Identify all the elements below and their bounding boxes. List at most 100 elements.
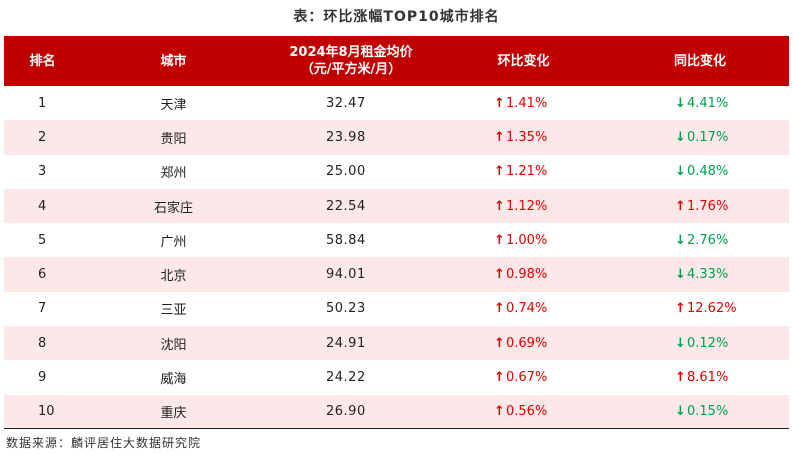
arrow-down-icon: ↓: [675, 164, 686, 180]
city-cell: 天津: [160, 97, 187, 113]
mom-change-value: 0.69%: [506, 335, 548, 351]
arrow-up-icon: ↑: [675, 198, 686, 214]
header-city: 城市: [160, 53, 187, 69]
city-ranking-table: 排名 城市 2024年8月租金均价 （元/平方米/月） 环比变化 同比变化 1 天…: [4, 36, 789, 429]
arrow-up-icon: ↑: [494, 335, 505, 351]
table-row: 7 三亚 50.23 ↑0.74% ↑12.62%: [4, 292, 789, 326]
yoy-change-cell: ↑8.61%: [611, 360, 789, 394]
arrow-down-icon: ↓: [675, 335, 686, 351]
arrow-up-icon: ↑: [494, 404, 505, 420]
mom-change-value: 0.67%: [506, 370, 548, 386]
header-price: 2024年8月租金均价 （元/平方米/月）: [266, 36, 436, 86]
mom-change-cell: ↑0.69%: [436, 326, 611, 360]
table-header-row: 排名 城市 2024年8月租金均价 （元/平方米/月） 环比变化 同比变化: [4, 36, 789, 86]
arrow-up-icon: ↑: [494, 164, 505, 180]
table-row: 10 重庆 26.90 ↑0.56% ↓0.15%: [4, 394, 789, 429]
price-cell: 94.01: [326, 267, 366, 283]
arrow-up-icon: ↑: [494, 198, 505, 214]
mom-change-value: 0.74%: [506, 301, 548, 317]
mom-change-cell: ↑1.00%: [436, 223, 611, 257]
header-price-line2: （元/平方米/月）: [300, 62, 402, 77]
price-cell: 25.00: [326, 164, 366, 180]
city-cell: 北京: [160, 269, 187, 285]
table-row: 9 威海 24.22 ↑0.67% ↑8.61%: [4, 360, 789, 394]
yoy-change-cell: ↑1.76%: [611, 189, 789, 223]
mom-change-value: 1.35%: [506, 129, 548, 145]
table-row: 2 贵阳 23.98 ↑1.35% ↓0.17%: [4, 120, 789, 155]
city-cell: 重庆: [160, 406, 187, 422]
table-row: 4 石家庄 22.54 ↑1.12% ↑1.76%: [4, 188, 789, 224]
price-cell: 32.47: [326, 95, 366, 111]
yoy-change-cell: ↓0.15%: [611, 395, 789, 429]
mom-change-value: 1.21%: [506, 164, 548, 180]
table-row: 1 天津 32.47 ↑1.41% ↓4.41%: [4, 86, 789, 120]
mom-change-cell: ↑1.41%: [436, 86, 611, 120]
table-body: 1 天津 32.47 ↑1.41% ↓4.41% 2 贵阳 23.98 ↑1.35% ↓0.17%…: [4, 86, 789, 429]
yoy-change-value: 4.41%: [687, 95, 729, 111]
mom-change-cell: ↑1.35%: [436, 120, 611, 154]
arrow-down-icon: ↓: [675, 232, 686, 248]
yoy-change-value: 0.48%: [687, 164, 729, 180]
table-row: 8 沈阳 24.91 ↑0.69% ↓0.12%: [4, 326, 789, 361]
arrow-up-icon: ↑: [494, 95, 505, 111]
price-cell: 50.23: [326, 301, 366, 317]
yoy-change-cell: ↓0.12%: [611, 326, 789, 360]
mom-change-cell: ↑0.56%: [436, 395, 611, 429]
arrow-up-icon: ↑: [675, 301, 686, 317]
yoy-change-cell: ↑12.62%: [611, 292, 789, 326]
data-source-note: 数据来源：麟评居住大数据研究院: [6, 436, 202, 450]
arrow-up-icon: ↑: [494, 232, 505, 248]
city-cell: 威海: [160, 372, 187, 388]
table-row: 6 北京 94.01 ↑0.98% ↓4.33%: [4, 257, 789, 292]
arrow-up-icon: ↑: [494, 370, 505, 386]
yoy-change-value: 0.15%: [687, 404, 729, 420]
mom-change-value: 1.00%: [506, 232, 548, 248]
mom-change-value: 1.12%: [506, 198, 548, 214]
mom-change-value: 1.41%: [506, 95, 548, 111]
header-price-line1: 2024年8月租金均价: [289, 45, 413, 60]
city-cell: 沈阳: [160, 337, 187, 353]
rank-cell: 2: [38, 129, 47, 145]
yoy-change-cell: ↓2.76%: [611, 223, 789, 257]
mom-change-cell: ↑0.67%: [436, 360, 611, 394]
mom-change-cell: ↑1.21%: [436, 155, 611, 189]
price-cell: 58.84: [326, 232, 366, 248]
rank-cell: 9: [38, 370, 47, 386]
rank-cell: 6: [38, 267, 47, 283]
table-row: 5 广州 58.84 ↑1.00% ↓2.76%: [4, 223, 789, 257]
price-cell: 24.91: [326, 335, 366, 351]
city-cell: 郑州: [160, 166, 187, 182]
arrow-up-icon: ↑: [494, 301, 505, 317]
yoy-change-value: 0.12%: [687, 335, 729, 351]
yoy-change-value: 2.76%: [687, 232, 729, 248]
yoy-change-value: 0.17%: [687, 129, 729, 145]
arrow-down-icon: ↓: [675, 267, 686, 283]
table-row: 3 郑州 25.00 ↑1.21% ↓0.48%: [4, 155, 789, 189]
mom-change-cell: ↑1.12%: [436, 189, 611, 223]
mom-change-value: 0.56%: [506, 404, 548, 420]
rank-cell: 8: [38, 335, 47, 351]
arrow-up-icon: ↑: [675, 370, 686, 386]
rank-cell: 5: [38, 232, 47, 248]
header-rank: 排名: [29, 53, 56, 69]
city-cell: 石家庄: [153, 200, 193, 216]
price-cell: 23.98: [326, 129, 366, 145]
yoy-change-value: 1.76%: [687, 198, 729, 214]
city-cell: 三亚: [160, 303, 187, 319]
rank-cell: 4: [38, 198, 47, 214]
price-cell: 24.22: [326, 370, 366, 386]
yoy-change-value: 4.33%: [687, 267, 729, 283]
table-title: 表：环比涨幅TOP10城市排名: [293, 9, 500, 25]
city-cell: 贵阳: [160, 131, 187, 147]
yoy-change-cell: ↓4.33%: [611, 257, 789, 291]
yoy-change-cell: ↓0.17%: [611, 120, 789, 154]
mom-change-cell: ↑0.98%: [436, 257, 611, 291]
yoy-change-value: 8.61%: [687, 370, 729, 386]
mom-change-value: 0.98%: [506, 267, 548, 283]
arrow-up-icon: ↑: [494, 129, 505, 145]
city-cell: 广州: [160, 234, 187, 250]
mom-change-cell: ↑0.74%: [436, 292, 611, 326]
arrow-down-icon: ↓: [675, 129, 686, 145]
rank-cell: 7: [38, 301, 47, 317]
arrow-down-icon: ↓: [675, 404, 686, 420]
